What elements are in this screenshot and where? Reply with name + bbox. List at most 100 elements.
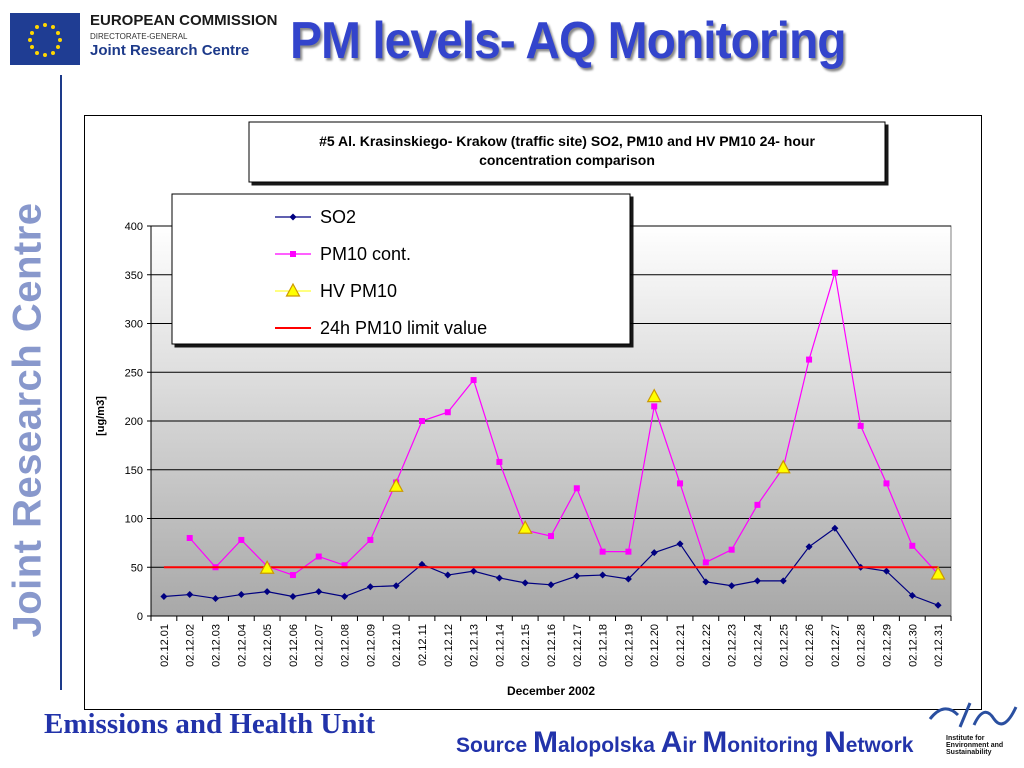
data-point <box>186 535 193 541</box>
data-point <box>779 577 787 585</box>
data-point <box>908 592 916 600</box>
x-tick-label: 02.12.31 <box>933 624 945 667</box>
footer-source-word: onitoring <box>727 734 825 757</box>
data-point <box>521 579 529 587</box>
data-point <box>775 459 791 474</box>
x-tick-label: 02.12.18 <box>598 624 610 667</box>
data-point <box>728 582 736 590</box>
legend-label: HV PM10 <box>320 281 397 301</box>
data-point <box>418 418 425 424</box>
data-point <box>212 594 220 602</box>
data-point <box>573 572 581 580</box>
data-point <box>470 377 477 384</box>
org-jrc: Joint Research Centre <box>90 42 250 59</box>
footer-source-initial: M <box>533 726 559 759</box>
footer-source-word: ir <box>682 734 703 757</box>
legend-marker <box>290 251 296 257</box>
x-tick-label: 02.12.13 <box>469 624 481 667</box>
x-tick-label: 02.12.17 <box>572 624 584 667</box>
x-tick-label: 02.12.05 <box>262 624 274 667</box>
data-point <box>728 546 735 553</box>
x-tick-label: 02.12.10 <box>391 624 403 667</box>
data-point <box>650 549 658 557</box>
x-tick-label: 02.12.02 <box>185 624 197 667</box>
slide-title: PM levels- AQ Monitoring <box>290 12 847 71</box>
data-point <box>857 422 864 429</box>
chart-title-line: concentration comparison <box>479 152 655 168</box>
x-tick-label: 02.12.04 <box>236 624 248 667</box>
data-point <box>341 593 349 600</box>
ies-logo-icon <box>928 702 1018 728</box>
data-point <box>702 578 710 586</box>
legend-marker <box>289 213 297 221</box>
data-point <box>677 480 684 487</box>
x-tick-label: 02.12.28 <box>856 624 868 667</box>
x-tick-label: 02.12.24 <box>752 624 764 667</box>
y-tick-label: 50 <box>131 562 143 574</box>
data-point <box>624 575 632 583</box>
legend-marker <box>285 282 301 297</box>
org-name: EUROPEAN COMMISSION <box>90 12 278 29</box>
data-point <box>388 478 404 492</box>
y-tick-label: 200 <box>125 416 143 428</box>
data-point <box>444 409 451 416</box>
x-tick-label: 02.12.15 <box>520 624 532 667</box>
x-tick-label: 02.12.08 <box>340 624 352 667</box>
chart-frame: 0 50 100 150 200 250 300 350 400 02.12.01 02.12.02… <box>84 115 982 710</box>
data-point <box>805 543 813 551</box>
footer-source-initial: M <box>702 726 728 759</box>
data-point <box>883 480 890 487</box>
x-tick-label: 02.12.20 <box>649 624 661 667</box>
footer-unit: Emissions and Health Unit <box>44 708 376 740</box>
data-point <box>754 501 761 508</box>
y-tick-label: 400 <box>125 221 143 233</box>
x-tick-label: 02.12.25 <box>778 624 790 667</box>
x-axis-title: December 2002 <box>507 684 595 698</box>
footer-source-word: alopolska <box>558 734 661 757</box>
ies-text-line: Institute for <box>946 735 985 742</box>
eu-flag-icon <box>10 13 80 65</box>
y-tick-label: 350 <box>125 270 143 282</box>
data-point <box>930 565 946 580</box>
chart-title-box <box>248 121 886 183</box>
ec-logo: EUROPEAN COMMISSION DIRECTORATE-GENERAL … <box>10 10 280 68</box>
x-tick-label: 02.12.07 <box>314 624 326 667</box>
data-point <box>599 571 607 579</box>
series-line <box>189 272 939 576</box>
data-point <box>495 574 503 582</box>
data-point <box>444 571 452 579</box>
x-tick-label: 02.12.09 <box>365 624 377 667</box>
footer-source: Source Malopolska Air Monitoring Network <box>456 726 913 760</box>
legend-box <box>171 193 631 345</box>
data-point <box>646 388 662 403</box>
side-vertical-text: Joint Research Centre <box>5 202 50 638</box>
data-point <box>289 572 296 579</box>
data-point <box>366 583 374 591</box>
data-point <box>367 536 374 543</box>
x-tick-label: 02.12.22 <box>701 624 713 667</box>
legend-label: PM10 cont. <box>320 244 411 264</box>
x-tick-label: 02.12.23 <box>727 624 739 667</box>
y-axis-title: [ug/m3] <box>95 396 107 436</box>
org-directorate: DIRECTORATE-GENERAL <box>90 32 188 41</box>
data-point <box>676 540 684 548</box>
data-point <box>934 601 942 609</box>
x-tick-label: 02.12.19 <box>623 624 635 667</box>
data-point <box>315 553 322 560</box>
data-point <box>831 524 839 532</box>
footer-source-initial: A <box>660 726 683 759</box>
x-tick-label: 02.12.11 <box>417 624 429 666</box>
data-point <box>418 560 426 568</box>
x-tick-label: 02.12.01 <box>159 624 171 667</box>
data-point <box>496 458 503 465</box>
data-point <box>392 582 400 590</box>
x-tick-label: 02.12.21 <box>675 624 687 667</box>
x-tick-label: 02.12.27 <box>830 624 842 667</box>
x-tick-label: 02.12.06 <box>288 624 300 667</box>
data-point <box>186 591 194 599</box>
data-point <box>237 591 245 599</box>
ies-institute-text: Institute for Environment and Sustainabili… <box>946 735 1003 756</box>
divider-line <box>60 75 62 690</box>
data-point <box>259 559 275 574</box>
data-point <box>831 269 838 276</box>
